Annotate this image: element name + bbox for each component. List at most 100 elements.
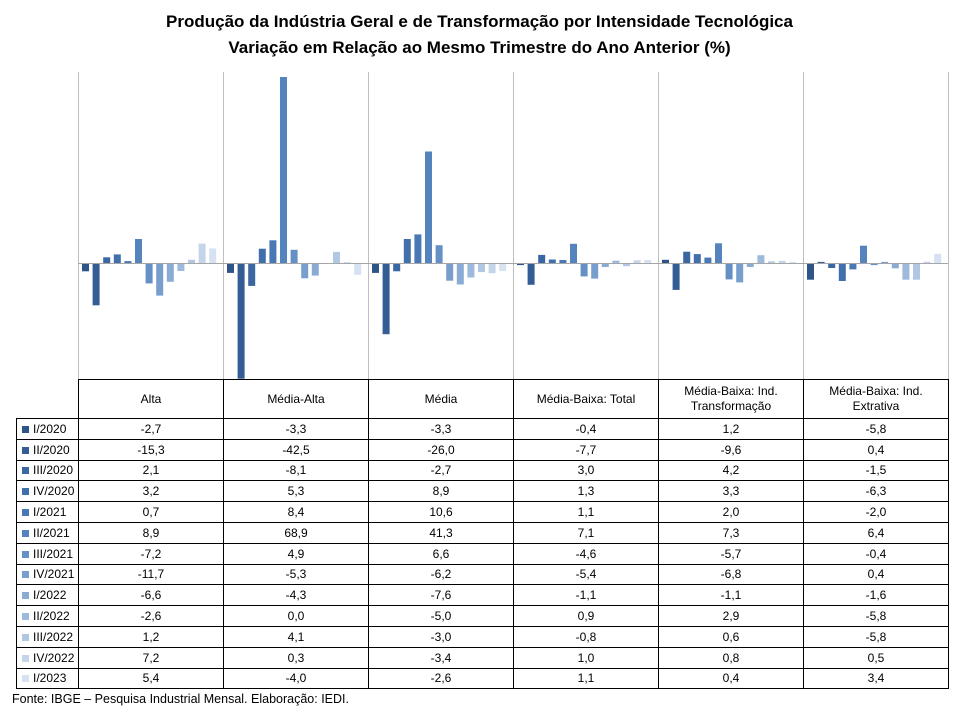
chart-subtitle: Variação em Relação ao Mesmo Trimestre d… bbox=[228, 38, 731, 57]
source-note: Fonte: IBGE – Pesquisa Industrial Mensal… bbox=[12, 692, 349, 706]
bar bbox=[301, 264, 309, 279]
bar bbox=[248, 264, 256, 286]
value-cell: 0,6 bbox=[658, 625, 804, 648]
value-cell: 68,9 bbox=[223, 521, 369, 544]
bar bbox=[467, 264, 475, 278]
series-legend-label: II/2021 bbox=[16, 521, 79, 544]
legend-swatch bbox=[22, 488, 29, 496]
value-cell: 3,2 bbox=[78, 480, 224, 503]
bar bbox=[548, 259, 556, 263]
bar bbox=[145, 264, 153, 284]
value-cell: -1,6 bbox=[803, 584, 949, 607]
series-name: II/2021 bbox=[33, 525, 70, 540]
value-cell: -6,3 bbox=[803, 480, 949, 503]
series-name: I/2020 bbox=[33, 421, 67, 436]
value-cell: -6,8 bbox=[658, 563, 804, 586]
bar bbox=[662, 259, 669, 263]
table-row: I/2022 -6,6 -4,3 -7,6 -1,1 -1,1 -1,6 bbox=[16, 584, 949, 607]
bar bbox=[633, 260, 641, 263]
value-cell: -15,3 bbox=[78, 438, 224, 461]
bar bbox=[612, 260, 620, 263]
bar bbox=[166, 264, 174, 282]
legend-swatch bbox=[22, 571, 29, 579]
value-cell: 3,0 bbox=[513, 459, 659, 482]
bar bbox=[601, 264, 609, 267]
table-row: IV/2021 -11,7 -5,3 -6,2 -5,4 -6,8 0,4 bbox=[16, 563, 949, 586]
value-cell: 0,8 bbox=[658, 646, 804, 669]
series-name: III/2020 bbox=[33, 463, 74, 478]
table-row: IV/2020 3,2 5,3 8,9 1,3 3,3 -6,3 bbox=[16, 480, 949, 503]
value-cell: -2,7 bbox=[368, 459, 514, 482]
table-row: III/2021 -7,2 4,9 6,6 -4,6 -5,7 -0,4 bbox=[16, 542, 949, 565]
series-legend-label: III/2021 bbox=[16, 542, 79, 565]
value-cell: -4,3 bbox=[223, 584, 369, 607]
bar bbox=[354, 264, 362, 275]
series-name: II/2020 bbox=[33, 442, 70, 457]
value-cell: -6,6 bbox=[78, 584, 224, 607]
category-header: Média-Alta bbox=[223, 379, 369, 419]
value-cell: 5,3 bbox=[223, 480, 369, 503]
bar bbox=[227, 264, 234, 273]
bar bbox=[425, 151, 432, 263]
category-header-line: Média bbox=[424, 391, 458, 406]
value-cell: -3,0 bbox=[368, 625, 514, 648]
bar bbox=[372, 264, 379, 273]
value-cell: 41,3 bbox=[368, 521, 514, 544]
bar bbox=[807, 264, 814, 280]
bar bbox=[715, 243, 722, 263]
value-cell: -5,8 bbox=[803, 605, 949, 627]
bar bbox=[683, 251, 691, 263]
bar bbox=[456, 264, 464, 285]
value-cell: -0,4 bbox=[803, 542, 949, 565]
data-table: Alta Média-Alta Média Média-Baixa: Total Méd… bbox=[16, 379, 949, 690]
bar bbox=[757, 255, 765, 263]
table-row: I/2020 -2,7 -3,3 -3,3 -0,4 1,2 -5,8 bbox=[16, 418, 949, 440]
value-cell: -7,6 bbox=[368, 584, 514, 607]
series-legend-label: IV/2020 bbox=[16, 480, 79, 503]
series-legend-label: I/2023 bbox=[16, 667, 79, 690]
bar bbox=[177, 264, 185, 271]
value-cell: 0,4 bbox=[803, 438, 949, 461]
series-legend-label: III/2022 bbox=[16, 625, 79, 648]
category-header-line: Média-Baixa: Ind. bbox=[684, 384, 778, 398]
category-header-line: Transformação bbox=[690, 399, 772, 413]
bar bbox=[923, 261, 931, 263]
value-cell: -2,6 bbox=[78, 605, 224, 627]
series-name: I/2021 bbox=[33, 505, 67, 520]
bar bbox=[559, 260, 567, 263]
bar bbox=[403, 239, 411, 263]
bar bbox=[198, 243, 206, 263]
bar bbox=[446, 264, 454, 281]
value-cell: 0,7 bbox=[78, 501, 224, 523]
series-legend-label: III/2020 bbox=[16, 459, 79, 482]
value-cell: -5,4 bbox=[513, 563, 659, 586]
bar bbox=[644, 260, 652, 263]
value-cell: 4,9 bbox=[223, 542, 369, 565]
value-cell: 7,1 bbox=[513, 521, 659, 544]
legend-swatch bbox=[22, 446, 29, 454]
bar bbox=[156, 264, 164, 296]
value-cell: 8,4 bbox=[223, 501, 369, 523]
bar bbox=[414, 234, 422, 263]
bar bbox=[789, 261, 797, 263]
value-cell: -4,0 bbox=[223, 667, 369, 690]
category-header: Média bbox=[368, 379, 514, 419]
series-name: III/2022 bbox=[33, 629, 74, 644]
bar bbox=[135, 239, 142, 263]
bar bbox=[517, 264, 524, 266]
value-cell: -0,4 bbox=[513, 418, 659, 440]
bar bbox=[82, 264, 89, 272]
bar bbox=[269, 240, 277, 263]
value-cell: 3,4 bbox=[803, 667, 949, 690]
bar bbox=[499, 264, 507, 271]
series-legend-label: I/2021 bbox=[16, 501, 79, 523]
bar bbox=[736, 264, 744, 283]
table-row: I/2023 5,4 -4,0 -2,6 1,1 0,4 3,4 bbox=[16, 667, 949, 690]
bar bbox=[870, 264, 878, 266]
value-cell: -2,0 bbox=[803, 501, 949, 523]
bar bbox=[382, 264, 390, 335]
bar-chart bbox=[78, 72, 949, 379]
value-cell: 2,0 bbox=[658, 501, 804, 523]
bar bbox=[124, 261, 132, 263]
value-cell: 8,9 bbox=[368, 480, 514, 503]
